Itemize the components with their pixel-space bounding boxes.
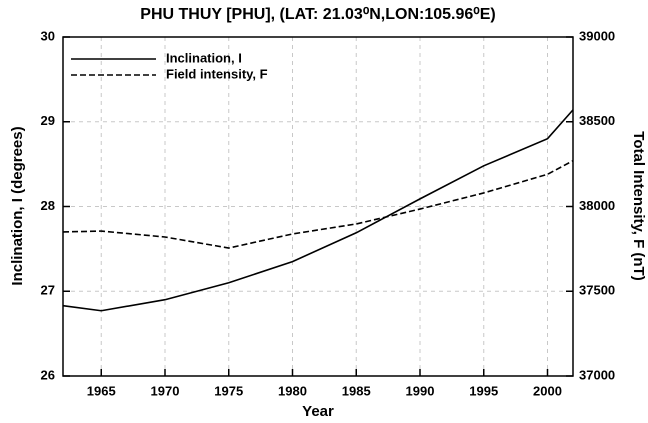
x-tick-label: 2000 — [533, 383, 562, 398]
y-tick-label: 26 — [41, 367, 55, 382]
chart-title: PHU THUY [PHU], (LAT: 21.03⁰N,LON:105.96… — [140, 6, 495, 23]
x-tick-label: 1970 — [151, 383, 180, 398]
y2-tick-label: 39000 — [579, 28, 615, 43]
y-tick-label: 29 — [41, 113, 55, 128]
y-tick-label: 28 — [41, 198, 55, 213]
x-tick-label: 1965 — [87, 383, 116, 398]
y-axis-label: Inclination, I (degrees) — [9, 126, 26, 285]
x-tick-label: 1980 — [278, 383, 307, 398]
y2-tick-label: 37500 — [579, 283, 615, 298]
series-line — [62, 109, 574, 312]
y2-tick-label: 37000 — [579, 367, 615, 382]
x-tick-label: 1990 — [406, 383, 435, 398]
y-tick-label: 30 — [41, 28, 55, 43]
y-tick-label: 27 — [41, 283, 55, 298]
legend-label: Field intensity, F — [166, 66, 268, 81]
y2-axis-label: Total Intensity, F (nT) — [630, 131, 647, 280]
y2-tick-label: 38000 — [579, 198, 615, 213]
legend-label: Inclination, I — [166, 50, 242, 65]
x-tick-label: 1985 — [342, 383, 371, 398]
y2-tick-label: 38500 — [579, 113, 615, 128]
x-tick-label: 1995 — [469, 383, 498, 398]
series-line — [62, 160, 574, 249]
plot-frame — [62, 36, 574, 377]
x-tick-label: 1975 — [214, 383, 243, 398]
x-axis-label: Year — [302, 403, 334, 420]
